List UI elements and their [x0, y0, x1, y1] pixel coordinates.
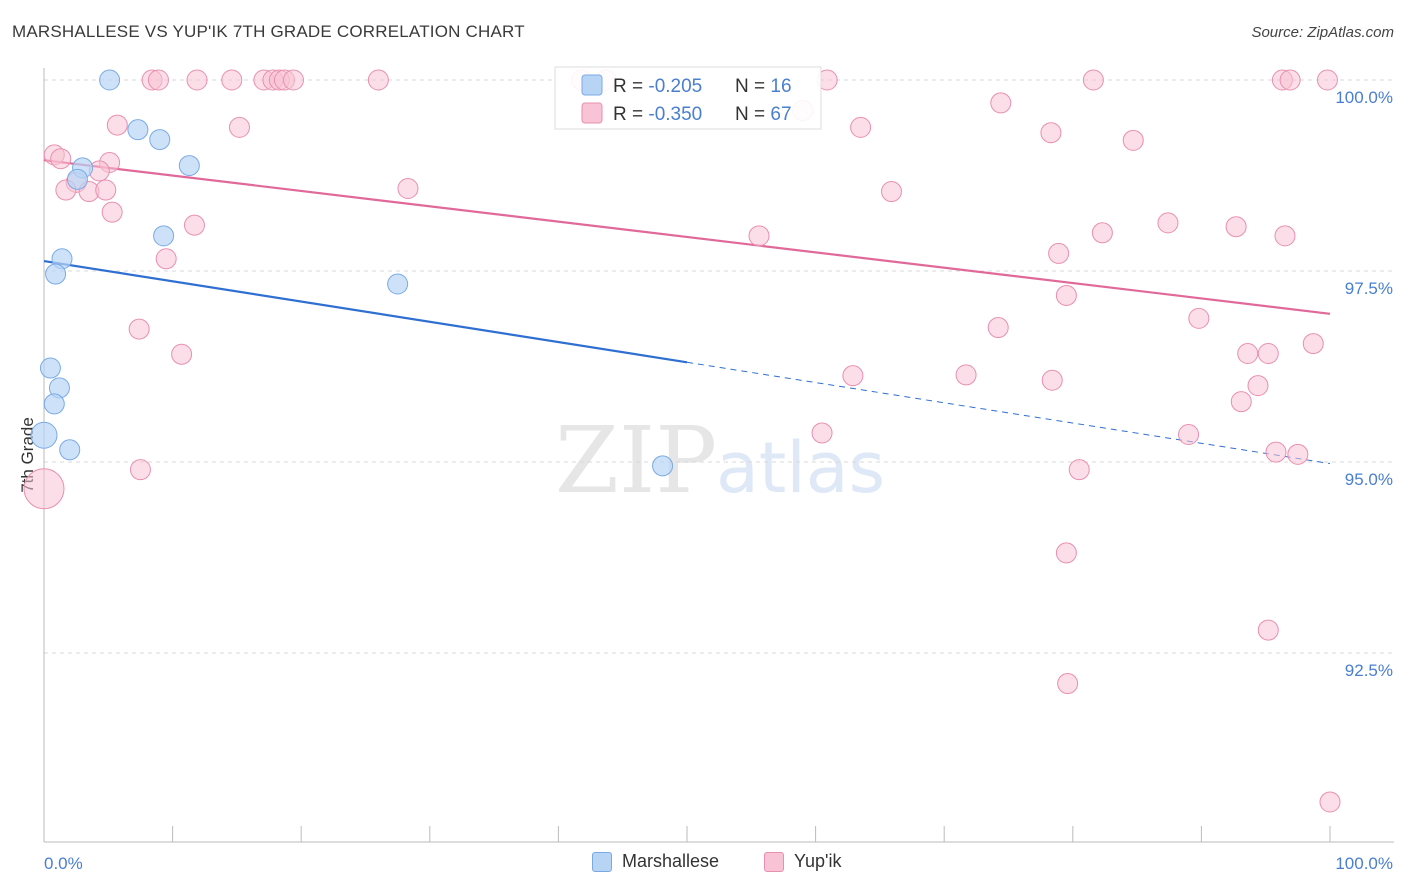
stats-legend-row: R = -0.205 N = 16 — [613, 76, 792, 97]
yupik-point — [880, 181, 902, 203]
bottom-legend: Marshallese Yup'ik — [0, 851, 1406, 879]
r-value: -0.205 — [648, 76, 702, 97]
yupik-point — [1157, 212, 1179, 234]
marshallese-point — [43, 393, 65, 415]
n-label: N = — [735, 76, 770, 97]
y-tick-label: 100.0% — [1335, 88, 1393, 107]
yupik-point — [282, 69, 304, 91]
stats-legend-swatch — [581, 102, 603, 124]
yupik-point — [1091, 222, 1113, 244]
watermark-atlas: atlas — [716, 427, 885, 509]
yupik-point — [1122, 129, 1144, 151]
yupik-point — [990, 92, 1012, 114]
yupik-point — [367, 69, 389, 91]
n-value: 16 — [770, 76, 791, 97]
marshallese-point — [387, 273, 409, 295]
marshallese-point — [66, 168, 88, 190]
r-value: -0.350 — [648, 104, 702, 125]
yupik-point — [228, 116, 250, 138]
yupik-point — [101, 201, 123, 223]
yupik-point — [1257, 343, 1279, 365]
yupik-point — [221, 69, 243, 91]
y-tick-label: 97.5% — [1345, 279, 1393, 298]
marshallese-point — [652, 455, 674, 477]
yupik-point — [748, 225, 770, 247]
n-value: 67 — [770, 104, 791, 125]
yupik-point — [1225, 216, 1247, 238]
yupik-point — [1055, 284, 1077, 306]
yupik-swatch — [764, 851, 784, 872]
legend-label-yupik: Yup'ik — [794, 851, 842, 871]
yupik-point — [1041, 369, 1063, 391]
yupik-point — [850, 116, 872, 138]
yupik-point — [23, 468, 65, 510]
y-tick-label: 92.5% — [1345, 661, 1393, 680]
yupik-point — [397, 177, 419, 199]
yupik-point — [1316, 69, 1338, 91]
yupik-point — [50, 148, 72, 170]
marshallese-point — [127, 119, 149, 141]
yupik-point — [95, 179, 117, 201]
marshallese-swatch — [592, 851, 612, 872]
yupik-point — [147, 69, 169, 91]
marshallese-point — [149, 129, 171, 151]
yupik-point — [1257, 619, 1279, 641]
yupik-point — [129, 459, 151, 481]
yupik-point — [842, 365, 864, 387]
yupik-point — [128, 318, 150, 340]
marshallese-point — [30, 421, 58, 449]
yupik-point — [171, 343, 193, 365]
n-label: N = — [735, 104, 770, 125]
source-label: Source: ZipAtlas.com — [1251, 24, 1394, 41]
legend-item-marshallese[interactable]: Marshallese — [592, 851, 719, 872]
yupik-point — [955, 364, 977, 386]
marshallese-point — [99, 69, 121, 91]
yupik-point — [106, 114, 128, 136]
watermark-zip: ZIP — [555, 407, 717, 514]
yupik-point — [1279, 69, 1301, 91]
x-tick-label-min: 0.0% — [44, 854, 83, 873]
y-tick-label: 95.0% — [1345, 470, 1393, 489]
yupik-point — [1057, 673, 1079, 695]
yupik-point — [1319, 791, 1341, 813]
yupik-point — [1068, 459, 1090, 481]
marshallese-trend-extension — [686, 361, 1331, 465]
yupik-point — [1178, 423, 1200, 445]
marshallese-point — [178, 155, 200, 177]
yupik-point — [186, 69, 208, 91]
yupik-point — [1048, 242, 1070, 264]
yupik-point — [1302, 333, 1324, 355]
stats-legend-row: R = -0.350 N = 67 — [613, 104, 792, 125]
yupik-point — [1287, 443, 1309, 465]
yupik-point — [155, 248, 177, 270]
marshallese-trend-line — [43, 259, 688, 364]
x-tick-label-max: 100.0% — [1335, 854, 1393, 873]
stats-legend-swatch — [581, 74, 603, 96]
yupik-point — [1230, 391, 1252, 413]
marshallese-point — [153, 225, 175, 247]
yupik-point — [811, 422, 833, 444]
yupik-point — [1237, 343, 1259, 365]
yupik-point — [1040, 122, 1062, 144]
yupik-point — [1265, 441, 1287, 463]
marshallese-point — [45, 263, 67, 285]
r-label: R = — [613, 104, 648, 125]
marshallese-point — [59, 439, 81, 461]
yupik-point — [1188, 307, 1210, 329]
yupik-point — [987, 317, 1009, 339]
legend-label-marshallese: Marshallese — [622, 851, 720, 871]
yupik-point — [1082, 69, 1104, 91]
chart-title: MARSHALLESE VS YUP'IK 7TH GRADE CORRELAT… — [12, 22, 525, 41]
yupik-point — [1274, 225, 1296, 247]
yupik-trend-line — [43, 159, 1331, 315]
yupik-point — [183, 214, 205, 236]
yupik-point — [1247, 375, 1269, 397]
yupik-point — [1055, 542, 1077, 564]
r-label: R = — [613, 76, 648, 97]
marshallese-point — [39, 357, 61, 379]
legend-item-yupik[interactable]: Yup'ik — [764, 851, 841, 872]
